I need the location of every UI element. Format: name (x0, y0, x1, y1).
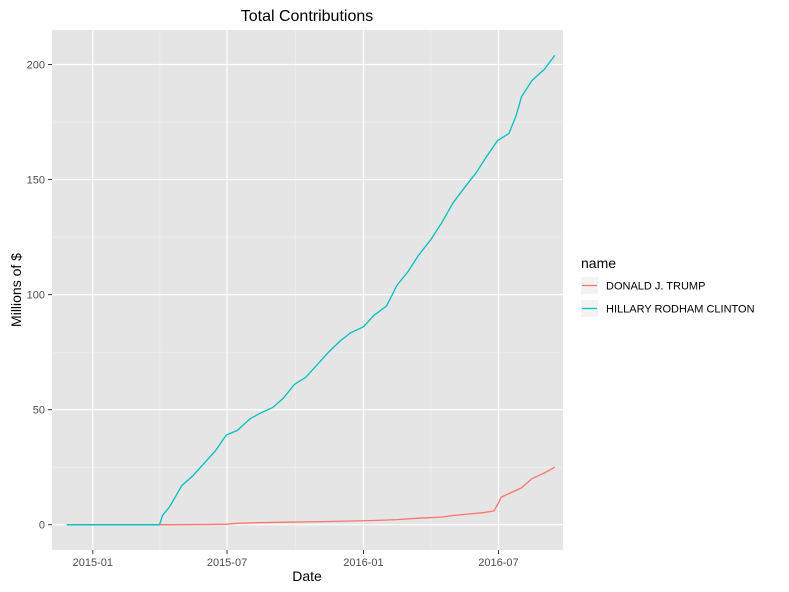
x-tick-label: 2016-07 (478, 557, 518, 569)
x-axis: 2015-01 2015-07 2016-01 2016-07 (73, 550, 519, 569)
legend-title: name (581, 255, 616, 271)
y-tick-label: 0 (39, 520, 45, 532)
series-line-1 (66, 54, 556, 526)
y-tick-label: 100 (27, 290, 45, 302)
grid-minor (52, 30, 563, 550)
y-axis: 0 50 100 150 200 (27, 60, 52, 532)
series-line-0 (66, 466, 556, 526)
x-tick-label: 2015-01 (73, 557, 113, 569)
x-tick-label: 2015-07 (207, 557, 247, 569)
x-axis-title: Date (292, 568, 322, 584)
plot-background (52, 30, 563, 550)
y-tick-label: 150 (27, 175, 45, 187)
y-tick-label: 200 (27, 60, 45, 72)
chart-title: Total Contributions (241, 8, 374, 25)
series-lines (66, 54, 556, 526)
grid-major (52, 30, 563, 550)
y-axis-title: Millions of $ (8, 253, 24, 327)
legend-label: DONALD J. TRUMP (606, 281, 705, 293)
legend: name DONALD J. TRUMP HILLARY RODHAM CLINT… (581, 255, 755, 317)
legend-label: HILLARY RODHAM CLINTON (606, 304, 755, 316)
x-tick-label: 2016-01 (343, 557, 383, 569)
y-tick-label: 50 (33, 405, 45, 417)
